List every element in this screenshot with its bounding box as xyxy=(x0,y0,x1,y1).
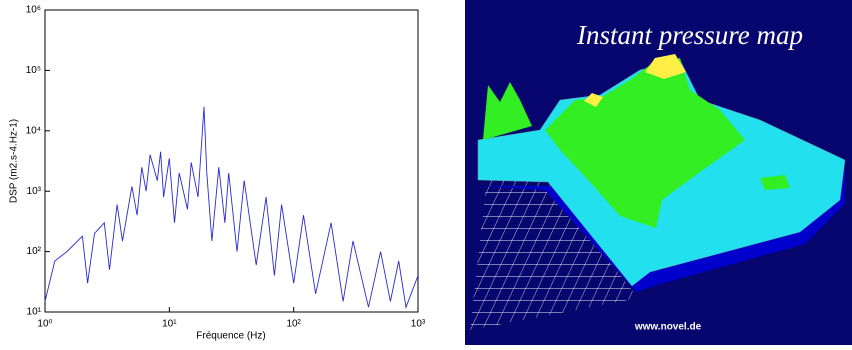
x-tick-label: 10² xyxy=(286,319,301,330)
psd-line xyxy=(44,106,419,309)
map-peak xyxy=(584,93,603,107)
floor-grid xyxy=(470,176,638,330)
y-tick-label: 10⁴ xyxy=(26,125,41,136)
y-tick-label: 10² xyxy=(27,246,42,257)
x-axis-label: Fréquence (Hz) xyxy=(196,331,265,342)
y-tick-label: 10³ xyxy=(27,186,42,197)
pressure-map: Instant pressure map www.novel.de xyxy=(465,0,852,345)
map-peak xyxy=(645,54,686,79)
map-high-patch xyxy=(760,175,790,190)
x-tick-label: 10¹ xyxy=(162,319,177,330)
map-high-left xyxy=(483,82,532,140)
map-caption: www.novel.de xyxy=(634,322,702,333)
y-tick-label: 10⁵ xyxy=(26,65,41,76)
map-title: Instant pressure map xyxy=(576,20,803,50)
y-tick-label: 10¹ xyxy=(27,307,42,318)
psd-chart: DSP (m2.s-4.Hz-1) Fréquence (Hz) 10⁰ 10¹ 1… xyxy=(9,5,426,342)
y-axis-label: DSP (m2.s-4.Hz-1) xyxy=(9,119,20,203)
y-tick-label: 10⁶ xyxy=(26,5,41,16)
plot-frame xyxy=(44,9,419,313)
x-tick-label: 10³ xyxy=(411,319,426,330)
x-tick-label: 10⁰ xyxy=(37,319,52,330)
